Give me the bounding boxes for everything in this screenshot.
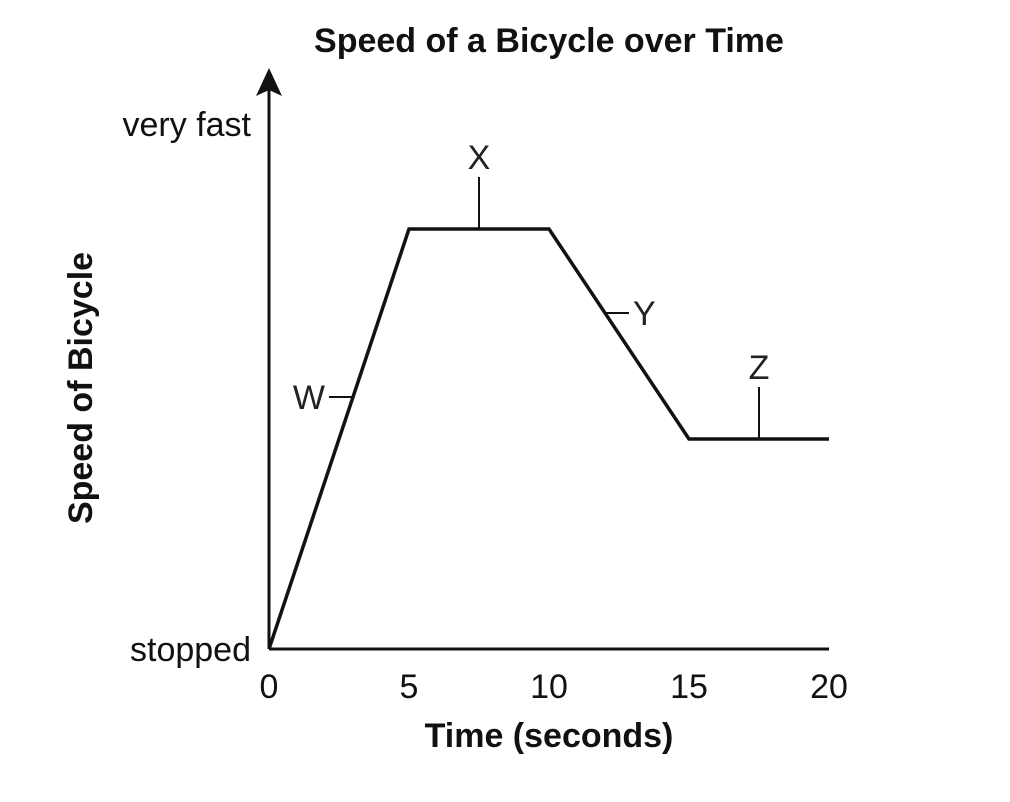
y-axis-arrow-icon [256, 68, 282, 96]
x-tick-label: 15 [670, 668, 708, 706]
y-tick-label: stopped [130, 631, 251, 669]
x-tick-label: 10 [530, 668, 568, 706]
speed-line [267, 227, 829, 650]
chart-title: Speed of a Bicycle over Time [314, 22, 784, 60]
series-lines [267, 227, 829, 650]
annotations: W X Y Z [293, 139, 769, 439]
annotation-label-y: Y [633, 295, 656, 333]
tick-labels: 0 5 10 15 20 stopped very fast [123, 106, 848, 706]
annotation-label-w: W [293, 379, 325, 417]
y-axis-title: Speed of Bicycle [62, 252, 100, 524]
axes [256, 68, 829, 651]
annotation-label-x: X [468, 139, 491, 177]
x-tick-label: 5 [400, 668, 419, 706]
y-tick-label: very fast [123, 106, 252, 144]
annotation-label-z: Z [749, 349, 770, 387]
x-tick-label: 20 [810, 668, 848, 706]
x-tick-label: 0 [260, 668, 279, 706]
x-axis-title: Time (seconds) [425, 717, 674, 755]
